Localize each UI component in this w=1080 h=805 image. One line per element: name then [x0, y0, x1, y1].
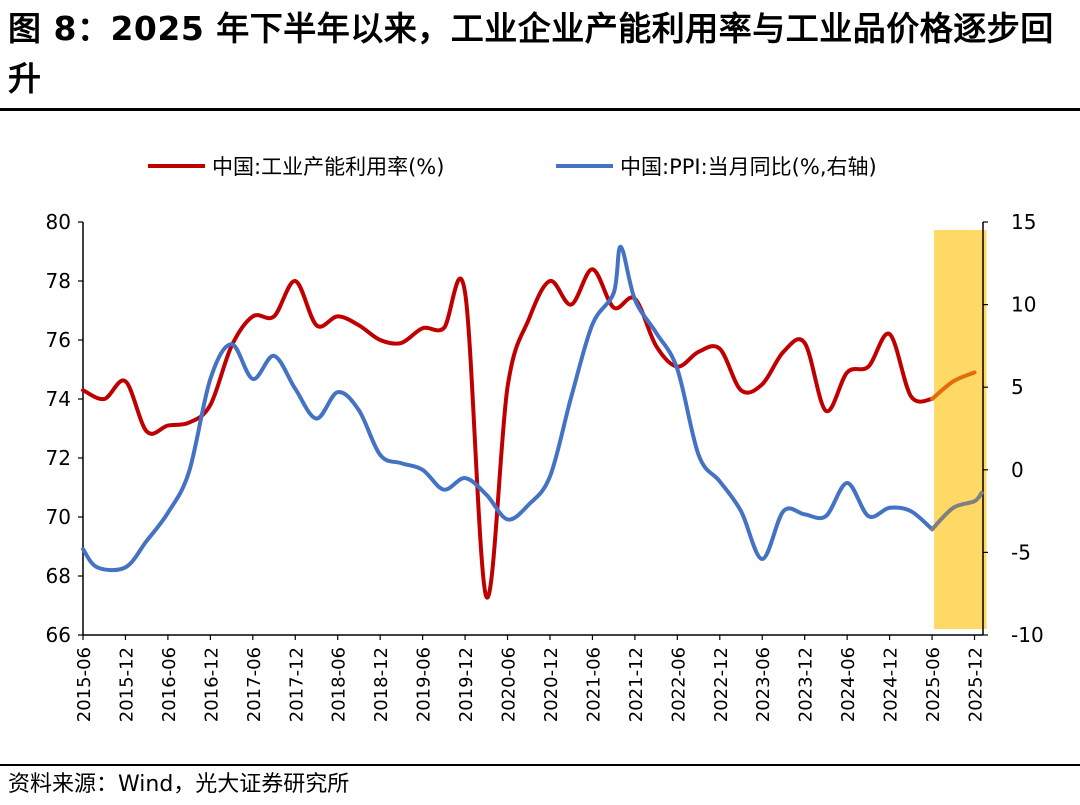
left-tick-label: 78 [46, 269, 71, 293]
series-line-ppi [81, 244, 935, 573]
x-tick-label: 2017-06 [244, 647, 265, 722]
x-tick-label: 2018-12 [371, 647, 392, 722]
x-tick-label: 2016-12 [201, 647, 222, 722]
chart-title: 图 8：2025 年下半年以来，工业企业产能利用率与工业品价格逐步回升 [8, 9, 1054, 98]
legend-label-capacity-utilization: 中国:工业产能利用率(%) [212, 155, 444, 179]
x-tick-label: 2015-06 [74, 647, 95, 722]
left-tick-label: 74 [46, 387, 71, 411]
left-tick-label: 76 [46, 328, 71, 352]
right-tick-label: -5 [1011, 540, 1031, 564]
x-tick-label: 2023-12 [796, 647, 817, 722]
x-tick-label: 2018-06 [329, 647, 350, 722]
x-tick-label: 2019-06 [414, 647, 435, 722]
x-tick-label: 2024-06 [838, 647, 859, 722]
right-tick-label: 15 [1011, 210, 1036, 234]
x-tick-label: 2019-12 [456, 647, 477, 722]
series-line-ppi-highlighted [930, 490, 984, 532]
x-tick-label: 2022-06 [668, 647, 689, 722]
dual-axis-line-chart: 80 78 76 74 72 70 68 66 15 10 5 0 -5 -10 2015-06 2015-1… [46, 155, 1044, 722]
x-tick-label: 2022-12 [711, 647, 732, 722]
left-tick-label: 72 [46, 446, 71, 470]
x-tick-label: 2025-06 [923, 647, 944, 722]
left-tick-label: 68 [46, 564, 71, 588]
right-tick-label: 5 [1011, 375, 1024, 399]
x-tick-label: 2020-06 [499, 647, 520, 722]
legend-label-ppi: 中国:PPI:当月同比(%,右轴) [620, 155, 877, 179]
source-divider [0, 764, 1080, 766]
series-line-capacity-utilization-highlighted [930, 370, 977, 401]
x-tick-label: 2015-12 [116, 647, 137, 722]
x-tick-label: 2023-06 [753, 647, 774, 722]
left-tick-label: 80 [46, 210, 71, 234]
source-note: 资料来源：Wind，光大证券研究所 [8, 772, 350, 797]
right-tick-label: 0 [1011, 458, 1024, 482]
x-tick-label: 2017-12 [286, 647, 307, 722]
right-tick-label: -10 [1011, 623, 1044, 647]
highlight-band [934, 230, 987, 629]
left-tick-label: 66 [46, 623, 71, 647]
x-tick-label: 2020-12 [541, 647, 562, 722]
x-tick-label: 2021-06 [583, 647, 604, 722]
x-tick-label: 2021-12 [626, 647, 647, 722]
x-tick-label: 2016-06 [159, 647, 180, 722]
left-tick-label: 70 [46, 505, 71, 529]
right-tick-label: 10 [1011, 293, 1036, 317]
x-tick-label: 2024-12 [881, 647, 902, 722]
title-divider [0, 108, 1080, 111]
series-line-capacity-utilization [81, 267, 935, 600]
x-tick-label: 2025-12 [966, 647, 987, 722]
